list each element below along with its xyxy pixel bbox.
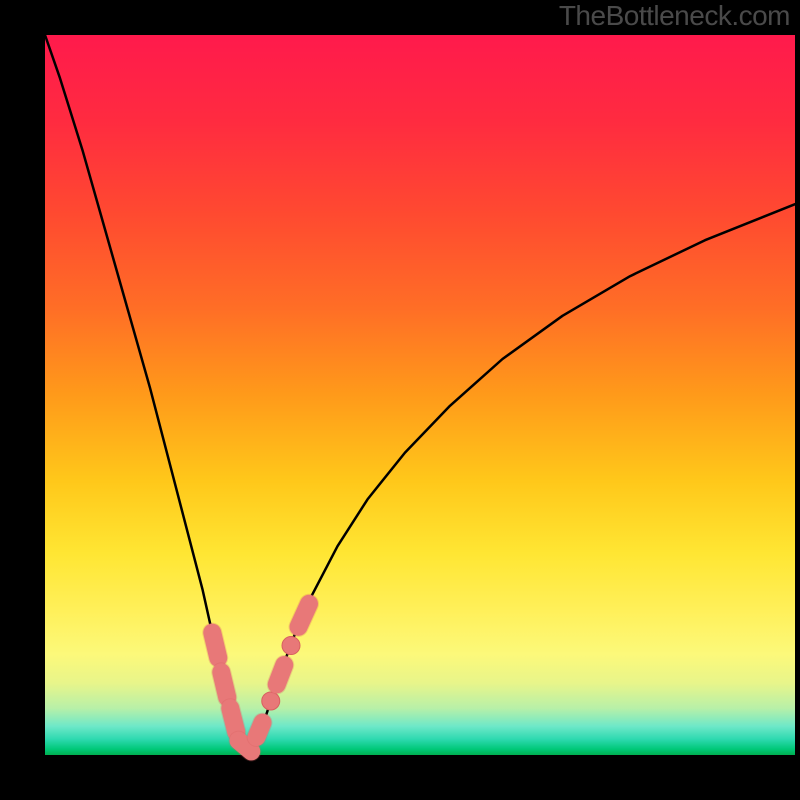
marker-capsule	[277, 665, 285, 684]
marker-capsule	[257, 723, 263, 737]
bottleneck-chart	[0, 0, 800, 800]
plot-gradient-area	[45, 35, 795, 755]
marker-capsule	[212, 633, 218, 658]
marker-dot	[262, 692, 280, 710]
watermark-text: TheBottleneck.com	[559, 0, 790, 32]
marker-dot	[282, 637, 300, 655]
marker-capsule	[221, 672, 227, 697]
marker-capsule	[299, 604, 310, 627]
marker-capsule	[230, 708, 236, 732]
